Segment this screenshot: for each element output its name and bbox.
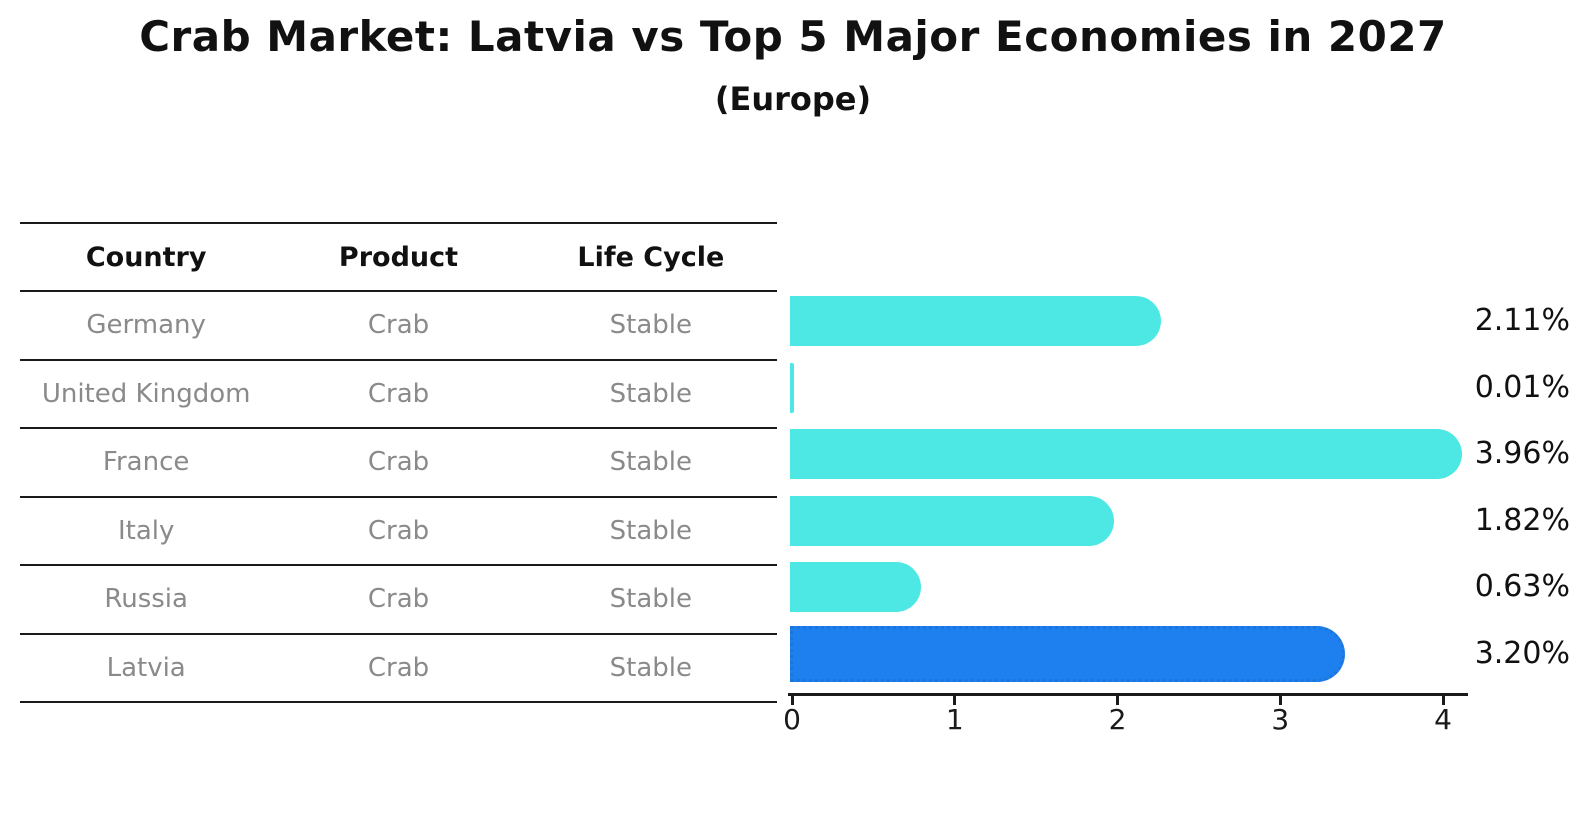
life-cycle-cell: Stable — [609, 310, 692, 341]
bar-united-kingdom — [790, 362, 794, 413]
value-label: 2.11% — [1474, 303, 1570, 339]
country-cell: Germany — [86, 310, 206, 341]
x-axis-tick — [953, 696, 957, 705]
chart-subtitle: (Europe) — [714, 80, 872, 118]
x-axis-tick — [1278, 696, 1282, 705]
x-tick-label: 0 — [783, 703, 801, 736]
life-cycle-cell: Stable — [609, 652, 692, 683]
table-row: Italy Crab Stable — [20, 495, 777, 565]
product-cell: Crab — [367, 515, 430, 546]
chart-title: Crab Market: Latvia vs Top 5 Major Econo… — [139, 12, 1447, 61]
x-tick-label: 4 — [1434, 703, 1452, 736]
table-row: Russia Crab Stable — [20, 564, 777, 633]
table-row: France Crab Stable — [20, 427, 777, 496]
table-row-latvia: Latvia Crab Stable — [20, 632, 777, 702]
value-label: 0.01% — [1474, 369, 1570, 405]
x-axis-tick — [790, 696, 794, 705]
country-cell: France — [102, 447, 190, 478]
country-cell: Russia — [104, 584, 188, 615]
column-header-life-cycle: Life Cycle — [577, 241, 725, 273]
life-cycle-cell: Stable — [609, 447, 692, 478]
x-axis-tick — [1116, 696, 1119, 705]
column-header-country: Country — [85, 241, 207, 273]
life-cycle-cell: Stable — [609, 584, 692, 615]
x-tick-label: 2 — [1108, 703, 1127, 736]
product-cell: Crab — [367, 310, 430, 341]
country-cell: Italy — [117, 515, 175, 546]
value-label: 0.63% — [1474, 569, 1570, 605]
product-cell: Crab — [367, 447, 430, 478]
country-cell: Latvia — [106, 652, 186, 683]
product-cell: Crab — [367, 378, 430, 409]
life-cycle-cell: Stable — [609, 515, 692, 546]
bar-latvia — [790, 625, 1345, 682]
x-axis-tick — [1441, 696, 1445, 705]
life-cycle-cell: Stable — [609, 378, 692, 409]
country-table: Country Product Life Cycle Germany Crab … — [20, 222, 777, 703]
bar-italy — [790, 495, 1115, 546]
product-cell: Crab — [367, 584, 430, 615]
table-row: Germany Crab Stable — [20, 290, 777, 359]
x-axis-line — [788, 693, 1468, 696]
value-label: 3.20% — [1474, 635, 1570, 671]
table-row: United Kingdom Crab Stable — [20, 358, 777, 428]
value-label: 3.96% — [1474, 436, 1570, 472]
value-label: 1.82% — [1474, 502, 1570, 538]
bar-germany — [790, 296, 1162, 347]
x-tick-label: 3 — [1271, 703, 1290, 736]
x-tick-label: 1 — [945, 703, 964, 736]
table-header-row: Country Product Life Cycle — [20, 222, 777, 290]
bar-france — [790, 429, 1463, 480]
bar-russia — [790, 562, 921, 613]
country-cell: United Kingdom — [41, 378, 251, 409]
product-cell: Crab — [367, 652, 430, 683]
column-header-product: Product — [338, 241, 459, 273]
